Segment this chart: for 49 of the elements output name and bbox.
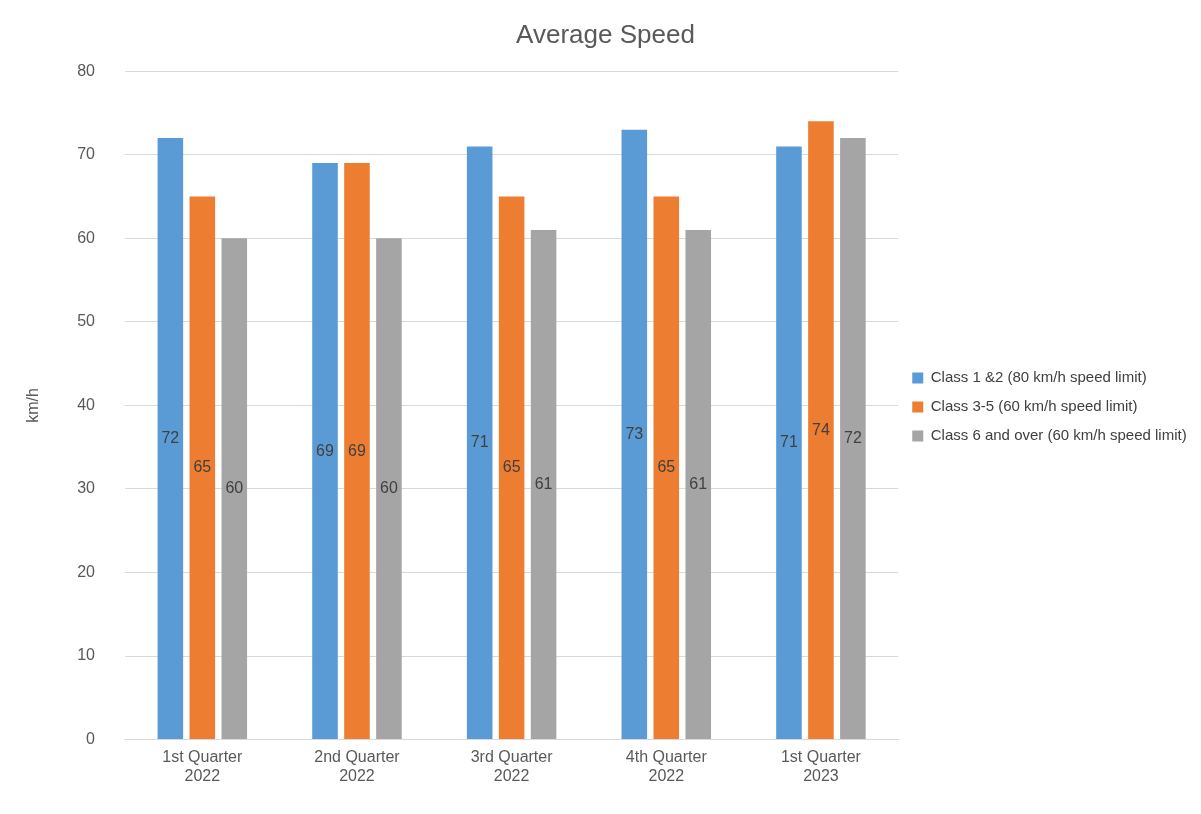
- bar: [808, 121, 834, 740]
- bar: [776, 146, 802, 740]
- data-label: 60: [225, 479, 244, 497]
- y-tick-label: 80: [77, 61, 96, 79]
- legend-label: Class 1 &2 (80 km/h speed limit): [930, 368, 1147, 386]
- y-tick-label: 50: [77, 312, 96, 330]
- x-tick-label: 1st Quarter 2023: [780, 747, 862, 784]
- bar: [653, 196, 680, 740]
- bar: [376, 238, 402, 740]
- x-tick-label: 2nd Quarter 2022: [314, 747, 401, 784]
- y-tick-label: 0: [86, 730, 96, 748]
- data-label: 71: [780, 433, 798, 451]
- data-label: 69: [316, 441, 335, 459]
- data-label: 65: [193, 458, 212, 476]
- data-label: 71: [470, 433, 489, 451]
- y-tick-label: 10: [77, 646, 96, 664]
- data-label: 61: [534, 474, 553, 492]
- bar: [685, 229, 712, 740]
- y-tick-label: 40: [77, 395, 96, 413]
- y-tick-label: 70: [77, 145, 96, 163]
- data-label: 72: [843, 428, 862, 446]
- chart-title: Average Speed: [516, 18, 695, 49]
- bar: [621, 129, 648, 740]
- bar: [530, 229, 557, 740]
- x-tick-label: 4th Quarter 2022: [625, 747, 708, 784]
- y-tick-label: 30: [77, 479, 96, 497]
- data-label: 60: [380, 479, 398, 497]
- y-axis-title: km/h: [24, 388, 42, 423]
- data-label: 72: [161, 428, 180, 446]
- bar: [498, 196, 525, 740]
- x-tick-label: 1st Quarter 2022: [162, 747, 244, 784]
- bar: [312, 163, 338, 740]
- bar: [840, 138, 866, 740]
- bar: [189, 196, 216, 740]
- data-label: 61: [689, 474, 708, 492]
- y-tick-label: 20: [77, 562, 96, 580]
- data-label: 69: [348, 441, 366, 459]
- bar: [157, 138, 184, 740]
- data-label: 74: [812, 420, 830, 438]
- legend-label: Class 6 and over (60 km/h speed limit): [930, 426, 1187, 444]
- y-tick-label: 60: [77, 228, 96, 246]
- data-label: 73: [625, 424, 644, 442]
- bar: [221, 238, 248, 740]
- bar: [344, 163, 370, 740]
- legend-label: Class 3-5 (60 km/h speed limit): [930, 397, 1138, 415]
- x-tick-label: 3rd Quarter 2022: [470, 747, 554, 784]
- bar: [466, 146, 493, 740]
- data-label: 65: [502, 458, 521, 476]
- data-label: 65: [657, 458, 676, 476]
